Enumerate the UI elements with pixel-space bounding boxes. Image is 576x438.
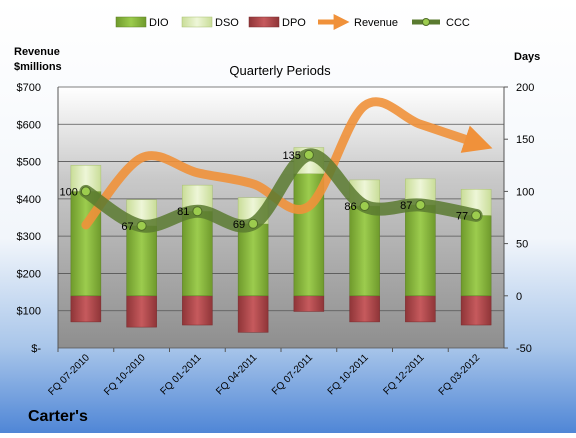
bar-dio — [349, 205, 380, 297]
ccc-point — [471, 210, 482, 221]
legend-label-revenue: Revenue — [354, 17, 398, 29]
ccc-data-label: 67 — [121, 221, 133, 233]
ccc-data-label: 86 — [344, 201, 356, 213]
legend-label-dio: DIO — [149, 17, 169, 29]
right-tick-label: 0 — [516, 291, 522, 303]
right-tick-label: 150 — [516, 134, 534, 146]
left-tick-label: $600 — [17, 119, 41, 131]
left-axis-label-line2: $millions — [14, 61, 62, 73]
bar-dpo — [293, 295, 325, 312]
bar-dpo — [460, 295, 492, 326]
legend-swatch-dpo — [248, 16, 280, 28]
bar-dpo — [70, 295, 102, 323]
company-name: Carter's — [28, 408, 88, 425]
ccc-data-label: 81 — [177, 206, 189, 218]
right-tick-label: -50 — [516, 343, 532, 355]
data-labels-layer: 100 67 81 69 135 86 87 77 — [60, 150, 469, 233]
revenue-line — [81, 97, 493, 230]
left-tick-label: $700 — [17, 82, 41, 94]
left-tick-label: $100 — [17, 306, 41, 318]
bar-dpo — [349, 295, 380, 323]
right-axis-label: Days — [514, 51, 540, 63]
legend-label-dso: DSO — [215, 17, 239, 29]
bar-dpo — [405, 295, 436, 323]
right-tick-label: 200 — [516, 82, 534, 94]
left-tick-label: $300 — [17, 231, 41, 243]
legend-label-dpo: DPO — [282, 17, 306, 29]
ccc-data-label: 69 — [233, 219, 245, 231]
legend-marker-ccc — [422, 18, 430, 26]
legend-item-dio: DIO — [115, 16, 169, 29]
ccc-point — [80, 186, 91, 197]
left-tick-label: $- — [31, 343, 41, 355]
left-axis-label-line1: Revenue — [14, 46, 60, 58]
ccc-point — [248, 218, 259, 229]
left-tick-label: $200 — [17, 268, 41, 280]
bar-dpo — [182, 295, 213, 326]
ccc-data-label: 135 — [283, 150, 301, 162]
bar-dio — [237, 223, 269, 297]
ccc-point — [136, 220, 147, 231]
chart-title: Quarterly Periods — [229, 63, 331, 78]
legend-swatch-dio — [115, 16, 147, 28]
legend: DIO DSO DPO Revenue CCC — [115, 13, 470, 31]
ccc-data-label: 87 — [400, 200, 412, 212]
legend-label-ccc: CCC — [446, 17, 470, 29]
legend-item-revenue: Revenue — [318, 13, 398, 31]
ccc-point — [359, 201, 370, 212]
legend-item-ccc: CCC — [412, 17, 470, 29]
ccc-point — [415, 199, 426, 210]
bar-dio — [405, 204, 436, 297]
bar-dio — [460, 215, 492, 297]
ccc-data-label: 100 — [60, 186, 78, 198]
ccc-data-label: 77 — [456, 210, 468, 222]
legend-swatch-dso — [181, 16, 213, 28]
bar-dio — [182, 210, 213, 297]
left-tick-label: $500 — [17, 157, 41, 169]
legend-item-dpo: DPO — [248, 16, 306, 29]
bar-dpo — [126, 295, 157, 328]
bar-dpo — [237, 295, 269, 333]
legend-item-dso: DSO — [181, 16, 239, 29]
left-tick-label: $400 — [17, 194, 41, 206]
bar-dio — [126, 225, 157, 297]
lines-layer — [79, 97, 493, 233]
right-tick-label: 100 — [516, 186, 534, 198]
ccc-point — [192, 206, 203, 217]
ccc-point — [303, 149, 314, 160]
right-tick-label: 50 — [516, 239, 528, 251]
